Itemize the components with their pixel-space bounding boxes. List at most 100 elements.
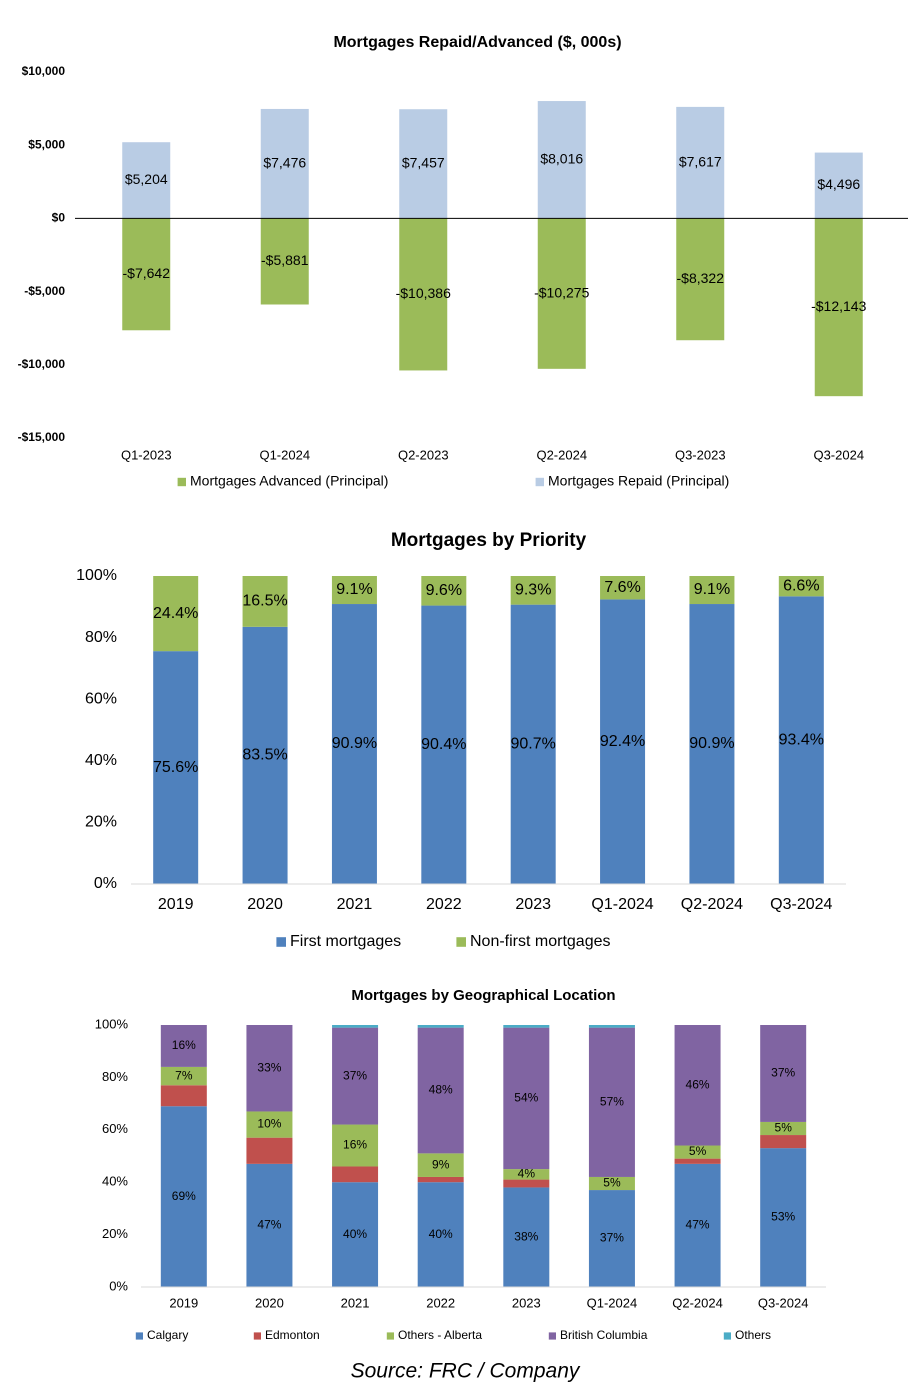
data-label: 37% [343,1068,367,1082]
x-tick-label: 2023 [515,896,551,913]
bar-segment [421,605,467,884]
bar-segment [332,1182,379,1287]
bar-segment [160,1066,207,1086]
x-tick-label: 2021 [337,896,373,913]
data-label: 90.9% [332,735,377,752]
bar-segment [160,1025,207,1067]
data-label: 57% [600,1094,624,1108]
y-tick-label: 80% [85,629,117,646]
x-tick-label: 2022 [426,1295,455,1310]
x-tick-label: Q2-2024 [536,447,587,462]
bar-segment [503,1025,550,1028]
bar-segment [246,1111,293,1138]
data-label: 48% [429,1083,453,1097]
bar-segment [588,1025,635,1028]
data-label: 7% [175,1068,193,1082]
legend-swatch [723,1332,731,1340]
x-tick-label: Q3-2024 [758,1295,809,1310]
bar-segment [510,576,556,605]
bar-segment [588,1190,635,1287]
y-tick-label: 40% [102,1174,128,1189]
data-label: 24.4% [153,605,198,622]
legend-label: Mortgages Advanced (Principal) [190,473,388,489]
y-tick-label: 20% [102,1226,128,1241]
bar-segment [331,604,377,884]
x-tick-label: 2021 [341,1295,370,1310]
bar-segment [588,1176,635,1191]
data-label: $7,457 [402,155,445,171]
bar-segment [332,1025,379,1028]
data-label: 83.5% [242,747,287,764]
bar-segment [600,576,646,600]
data-label: $7,476 [263,154,306,170]
bar-segment [778,596,824,884]
bar-segment [242,626,288,884]
bar-segment [122,218,171,331]
data-label: 92.4% [600,733,645,750]
x-tick-label: Q1-2024 [587,1295,638,1310]
bar-segment [417,1025,464,1028]
data-label: $8,016 [540,150,583,166]
bar-segment [332,1027,379,1125]
data-label: $4,496 [817,176,860,192]
data-label: 93.4% [779,731,824,748]
bar-segment [537,101,586,219]
data-label: 47% [686,1218,710,1232]
y-tick-label: 0% [109,1278,128,1293]
bar-segment [760,1148,807,1287]
y-tick-label: 60% [102,1121,128,1136]
y-tick-label: 40% [85,752,117,769]
bar-segment [760,1135,807,1149]
chart-title: Mortgages by Geographical Location [351,987,615,1004]
bar-segment [260,108,309,219]
x-tick-label: Q3-2023 [675,447,726,462]
data-label: 69% [172,1189,196,1203]
x-tick-label: 2022 [426,896,462,913]
data-label: -$7,642 [123,265,171,281]
legend-swatch [535,477,544,487]
bar-segment [689,576,735,605]
bar-segment [674,1163,721,1287]
data-label: -$8,322 [677,270,725,286]
y-tick-label: 0% [94,875,117,892]
x-tick-label: Q1-2024 [591,896,653,913]
data-label: 38% [514,1229,538,1243]
x-tick-label: Q3-2024 [770,896,832,913]
data-label: $7,617 [679,153,722,169]
data-label: 16% [343,1138,367,1152]
y-tick-label: 20% [85,814,117,831]
y-tick-label: 80% [102,1069,128,1084]
data-label: 16% [172,1038,196,1052]
bar-segment [332,1166,379,1183]
legend-swatch [253,1332,261,1340]
data-label: 40% [429,1227,453,1241]
legend-label: Others - Alberta [398,1328,482,1342]
data-label: 90.9% [689,735,734,752]
bar-segment [760,1025,807,1122]
bar-segment [417,1153,464,1177]
data-label: -$5,881 [261,252,309,268]
y-tick-label: 100% [76,567,117,584]
bar-segment [153,651,199,884]
data-label: 47% [257,1218,281,1232]
bar-segment [246,1163,293,1287]
data-label: -$12,143 [811,298,866,314]
legend-swatch [548,1332,556,1340]
data-label: 16.5% [242,593,287,610]
data-label: 46% [686,1077,710,1091]
y-tick-label: $5,000 [28,137,65,151]
bar-segment [246,1025,293,1112]
y-tick-label: 100% [95,1016,129,1031]
x-tick-label: 2019 [158,896,194,913]
chart-title: Mortgages by Priority [391,530,587,551]
x-tick-label: Q2-2024 [681,896,743,913]
bar-segment [760,1121,807,1136]
bar-segment [778,576,824,597]
bar-segment [160,1085,207,1107]
bar-segment [600,599,646,884]
bar-segment [503,1187,550,1287]
bar-segment [674,1025,721,1146]
chart-title: Mortgages Repaid/Advanced ($, 000s) [333,34,621,51]
legend-label: Mortgages Repaid (Principal) [548,473,729,489]
bar-segment [417,1182,464,1287]
